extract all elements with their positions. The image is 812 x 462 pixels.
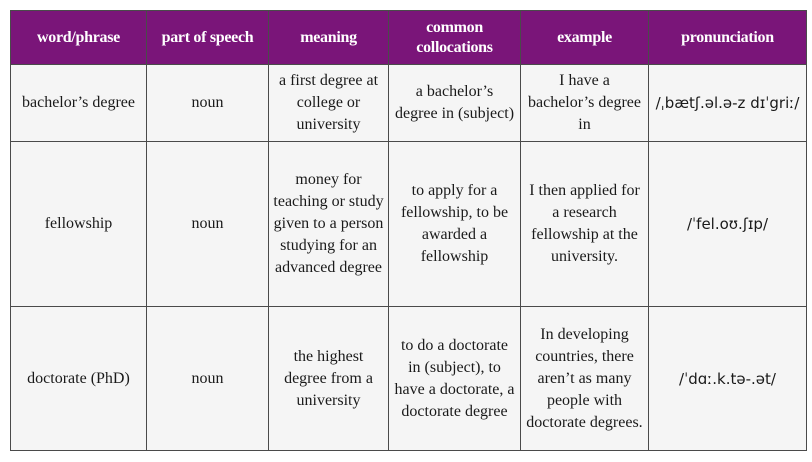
cell-word: doctorate (PhD) bbox=[10, 306, 147, 451]
cell-meaning: money for teaching or study given to a p… bbox=[268, 141, 389, 307]
header-collocations: common collocations bbox=[388, 10, 521, 65]
cell-part-of-speech: noun bbox=[146, 64, 269, 142]
table-row: fellowship noun money for teaching or st… bbox=[10, 141, 807, 307]
cell-word: fellowship bbox=[10, 141, 147, 307]
header-meaning: meaning bbox=[268, 10, 389, 65]
cell-example: In developing countries, there aren’t as… bbox=[520, 306, 649, 451]
header-row: word/phrase part of speech meaning commo… bbox=[10, 10, 807, 65]
cell-example: I have a bachelor’s degree in bbox=[520, 64, 649, 142]
cell-meaning: the highest degree from a university bbox=[268, 306, 389, 451]
cell-part-of-speech: noun bbox=[146, 141, 269, 307]
cell-word: bachelor’s degree bbox=[10, 64, 147, 142]
cell-pronunciation: /ˈfel.oʊ.ʃɪp/ bbox=[648, 141, 807, 307]
header-pronunciation: pronunciation bbox=[648, 10, 807, 65]
header-word: word/phrase bbox=[10, 10, 147, 65]
cell-collocations: a bachelor’s degree in (subject) bbox=[388, 64, 521, 142]
cell-example: I then applied for a research fellowship… bbox=[520, 141, 649, 307]
cell-collocations: to apply for a fellowship, to be awarded… bbox=[388, 141, 521, 307]
vocabulary-table-wrapper: word/phrase part of speech meaning commo… bbox=[10, 10, 807, 451]
vocabulary-table: word/phrase part of speech meaning commo… bbox=[10, 10, 807, 451]
header-part-of-speech: part of speech bbox=[146, 10, 269, 65]
cell-pronunciation: /ˈdɑː.k.tə-.ət/ bbox=[648, 306, 807, 451]
cell-collocations: to do a doctorate in (subject), to have … bbox=[388, 306, 521, 451]
table-row: doctorate (PhD) noun the highest degree … bbox=[10, 306, 807, 451]
header-example: example bbox=[520, 10, 649, 65]
cell-meaning: a first degree at college or university bbox=[268, 64, 389, 142]
cell-part-of-speech: noun bbox=[146, 306, 269, 451]
table-row: bachelor’s degree noun a first degree at… bbox=[10, 64, 807, 142]
cell-pronunciation: /ˌbætʃ.əl.ə-z dɪˈgriː/ bbox=[648, 64, 807, 142]
